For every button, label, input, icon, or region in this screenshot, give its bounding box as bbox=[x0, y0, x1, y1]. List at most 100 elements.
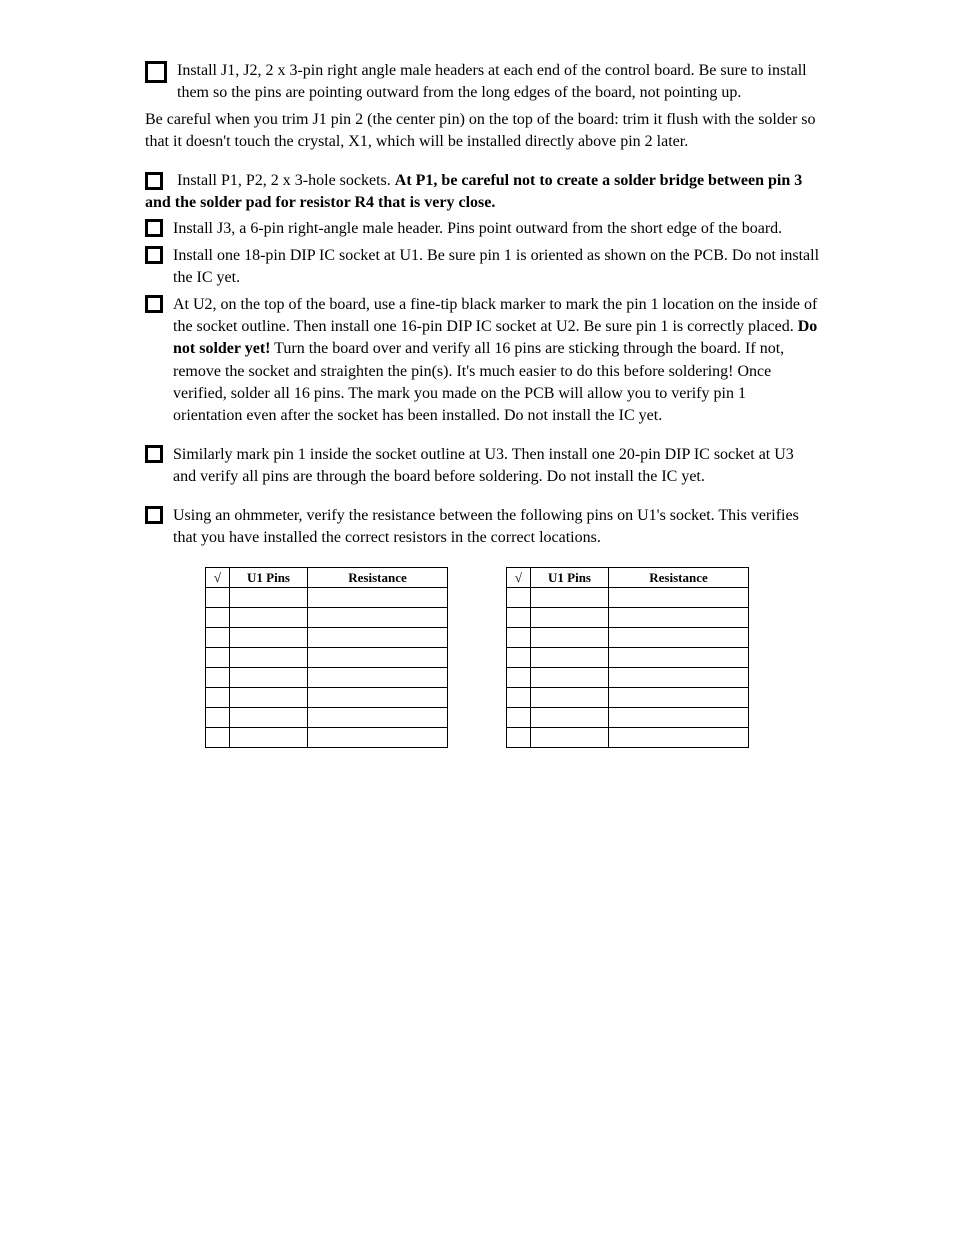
table-cell bbox=[230, 708, 308, 728]
step-1-text: Install J1, J2, 2 x 3-pin right angle ma… bbox=[177, 60, 819, 105]
resistance-table-right: √ U1 Pins Resistance bbox=[506, 567, 749, 748]
table-cell bbox=[230, 668, 308, 688]
table-row bbox=[206, 728, 448, 748]
table-cell bbox=[609, 668, 749, 688]
table-row bbox=[507, 648, 749, 668]
table-cell bbox=[230, 648, 308, 668]
table-cell bbox=[507, 608, 531, 628]
table-cell bbox=[230, 608, 308, 628]
checkbox-icon bbox=[145, 172, 163, 190]
resistance-table-left: √ U1 Pins Resistance bbox=[205, 567, 448, 748]
table-cell bbox=[531, 588, 609, 608]
col-res-header: Resistance bbox=[609, 568, 749, 588]
table-row bbox=[206, 608, 448, 628]
table-cell bbox=[531, 648, 609, 668]
table-cell bbox=[230, 588, 308, 608]
table-cell bbox=[609, 648, 749, 668]
table-cell bbox=[308, 648, 448, 668]
table-body-left bbox=[206, 588, 448, 748]
table-row bbox=[507, 588, 749, 608]
table-row bbox=[507, 668, 749, 688]
table-cell bbox=[609, 688, 749, 708]
step-2-text: Install P1, P2, 2 x 3-hole sockets. bbox=[177, 172, 395, 189]
table-cell bbox=[206, 708, 230, 728]
table-cell bbox=[507, 688, 531, 708]
table-cell bbox=[206, 628, 230, 648]
step-1-note: Be careful when you trim J1 pin 2 (the c… bbox=[145, 109, 819, 154]
table-cell bbox=[531, 728, 609, 748]
table-cell bbox=[308, 608, 448, 628]
table-cell bbox=[206, 728, 230, 748]
table-cell bbox=[230, 688, 308, 708]
table-cell bbox=[230, 728, 308, 748]
col-check-header: √ bbox=[507, 568, 531, 588]
col-check-header: √ bbox=[206, 568, 230, 588]
table-cell bbox=[206, 588, 230, 608]
checkbox-icon bbox=[145, 246, 163, 264]
checkbox-icon bbox=[145, 445, 163, 463]
table-cell bbox=[531, 668, 609, 688]
step-3-text: Install J3, a 6-pin right-angle male hea… bbox=[173, 218, 819, 240]
table-cell bbox=[308, 628, 448, 648]
table-cell bbox=[206, 668, 230, 688]
table-row bbox=[206, 708, 448, 728]
table-row bbox=[507, 628, 749, 648]
table-cell bbox=[609, 708, 749, 728]
table-cell bbox=[308, 708, 448, 728]
table-cell bbox=[609, 608, 749, 628]
table-cell bbox=[609, 628, 749, 648]
table-body-right bbox=[507, 588, 749, 748]
checkbox-icon bbox=[145, 61, 167, 83]
document-page: Install J1, J2, 2 x 3-pin right angle ma… bbox=[0, 0, 954, 808]
table-cell bbox=[507, 668, 531, 688]
step-5-wrap: At U2, on the top of the board, use a fi… bbox=[173, 294, 819, 428]
table-row bbox=[507, 688, 749, 708]
resistance-tables: √ U1 Pins Resistance √ U1 Pins Resistanc… bbox=[205, 567, 819, 748]
col-pins-header: U1 Pins bbox=[230, 568, 308, 588]
table-cell bbox=[507, 588, 531, 608]
table-row bbox=[507, 608, 749, 628]
table-row bbox=[206, 648, 448, 668]
checkbox-icon bbox=[145, 295, 163, 313]
col-pins-header: U1 Pins bbox=[531, 568, 609, 588]
table-cell bbox=[531, 628, 609, 648]
step-4: Install one 18-pin DIP IC socket at U1. … bbox=[145, 245, 819, 290]
table-row bbox=[206, 588, 448, 608]
table-row bbox=[206, 628, 448, 648]
table-cell bbox=[531, 688, 609, 708]
step-6-text: Similarly mark pin 1 inside the socket o… bbox=[173, 444, 819, 489]
table-header-row: √ U1 Pins Resistance bbox=[507, 568, 749, 588]
table-row bbox=[507, 708, 749, 728]
table-cell bbox=[507, 628, 531, 648]
table-cell bbox=[308, 688, 448, 708]
table-cell bbox=[507, 708, 531, 728]
step-1: Install J1, J2, 2 x 3-pin right angle ma… bbox=[145, 60, 819, 105]
step-2: Install P1, P2, 2 x 3-hole sockets. At P… bbox=[145, 170, 819, 215]
step-4-text: Install one 18-pin DIP IC socket at U1. … bbox=[173, 245, 819, 290]
table-cell bbox=[308, 668, 448, 688]
step-5: At U2, on the top of the board, use a fi… bbox=[145, 294, 819, 428]
table-header-row: √ U1 Pins Resistance bbox=[206, 568, 448, 588]
table-cell bbox=[531, 708, 609, 728]
step-5-text1: At U2, on the top of the board, use a fi… bbox=[173, 296, 817, 335]
table-row bbox=[507, 728, 749, 748]
table-cell bbox=[206, 688, 230, 708]
table-cell bbox=[308, 728, 448, 748]
step-7-text: Using an ohmmeter, verify the resistance… bbox=[173, 505, 819, 550]
table-cell bbox=[531, 608, 609, 628]
table-cell bbox=[609, 728, 749, 748]
step-6: Similarly mark pin 1 inside the socket o… bbox=[145, 444, 819, 489]
checkbox-icon bbox=[145, 219, 163, 237]
table-cell bbox=[507, 728, 531, 748]
table-cell bbox=[206, 608, 230, 628]
table-cell bbox=[609, 588, 749, 608]
table-cell bbox=[206, 648, 230, 668]
table-cell bbox=[230, 628, 308, 648]
col-res-header: Resistance bbox=[308, 568, 448, 588]
table-cell bbox=[308, 588, 448, 608]
table-row bbox=[206, 668, 448, 688]
table-cell bbox=[507, 648, 531, 668]
step-3: Install J3, a 6-pin right-angle male hea… bbox=[145, 218, 819, 240]
step-7: Using an ohmmeter, verify the resistance… bbox=[145, 505, 819, 550]
checkbox-icon bbox=[145, 506, 163, 524]
